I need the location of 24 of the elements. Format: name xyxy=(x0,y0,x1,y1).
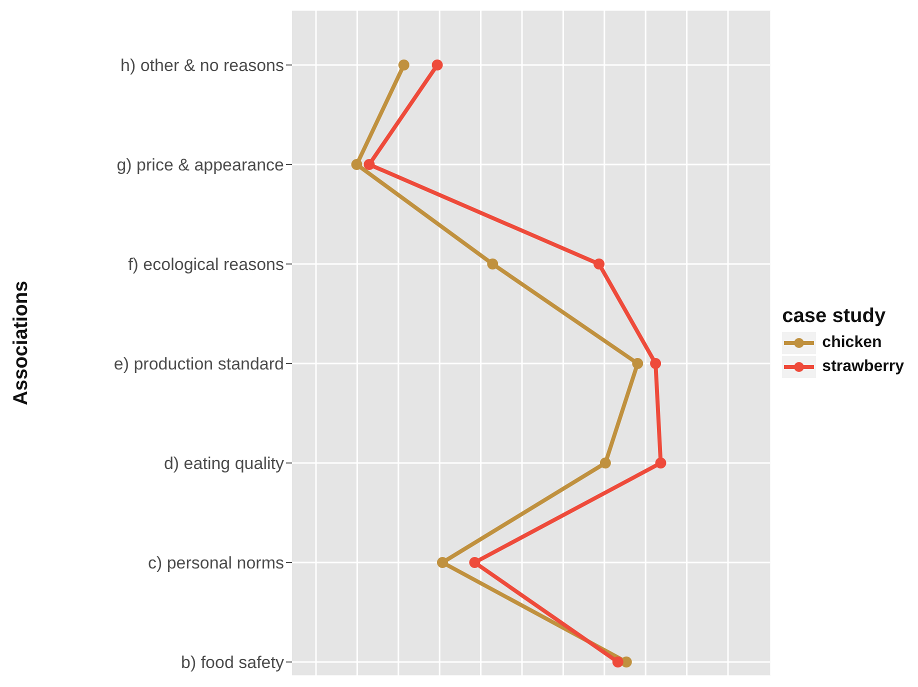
y-tick-label: e) production standard xyxy=(114,354,284,374)
point xyxy=(487,258,498,270)
legend-title: case study xyxy=(782,304,887,328)
point xyxy=(655,458,666,468)
point xyxy=(436,557,448,568)
y-axis-title: Associations xyxy=(10,280,32,406)
point xyxy=(432,60,443,70)
point xyxy=(612,656,624,668)
y-tick-label: d) eating quality xyxy=(164,454,284,474)
y-tick-label: c) personal norms xyxy=(148,554,284,573)
y-tick-label: g) price & appearance xyxy=(116,156,284,175)
legend-label: strawberry xyxy=(821,356,904,376)
legend-label: chicken xyxy=(821,332,883,352)
point xyxy=(632,358,644,369)
point xyxy=(650,358,662,369)
y-tick-label: h) other & no reasons xyxy=(120,56,284,76)
point xyxy=(398,60,410,70)
point xyxy=(351,159,362,170)
y-tick-label: b) food safety xyxy=(180,653,284,672)
point xyxy=(469,557,480,568)
point xyxy=(594,258,605,270)
point xyxy=(600,458,611,468)
y-tick-label: f) ecological reasons xyxy=(128,255,284,274)
point xyxy=(364,159,375,170)
